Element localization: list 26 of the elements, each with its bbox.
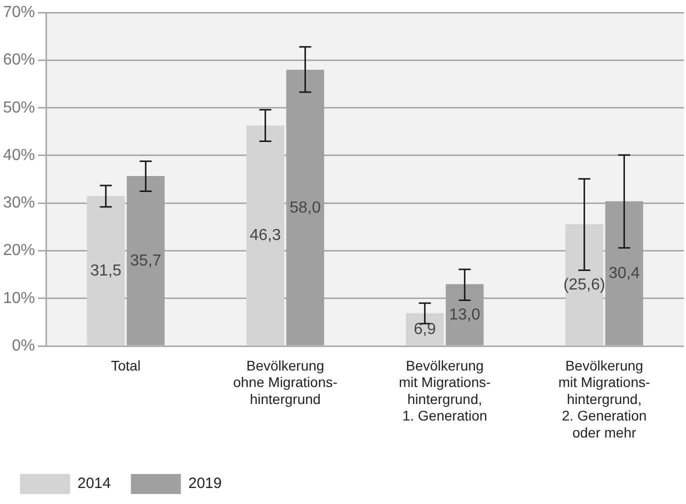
x-tick-label: Bevölkerung ohne Migrations- hintergrund (233, 357, 338, 407)
y-tick-label: 50% (2, 99, 36, 116)
data-label: 6,9 (414, 320, 436, 338)
y-tick-label: 20% (2, 242, 36, 260)
legend-label: 2019 (188, 475, 222, 492)
x-tick-label: Bevölkerung mit Migrations- hintergrund, 2. Generation oder mehr (558, 357, 650, 440)
bar (406, 313, 444, 346)
bar (565, 224, 604, 346)
data-label: 35,7 (130, 252, 162, 270)
data-label: 13,0 (449, 306, 480, 324)
bar (86, 196, 125, 346)
x-tick-label: Bevölkerung mit Migrations- hintergrund, 1. Generation (398, 357, 491, 424)
data-label: (25,6) (563, 276, 606, 294)
x-tick-label: Total (110, 357, 141, 374)
y-tick-label: 60% (2, 52, 36, 69)
data-label: 58,0 (290, 199, 321, 216)
y-tick-label: 30% (2, 194, 36, 212)
y-tick-label: 10% (2, 290, 36, 307)
y-tick-label: 0% (12, 337, 36, 354)
legend-label: 2014 (78, 475, 111, 492)
y-tick-label: 70% (2, 4, 36, 22)
data-label: 31,5 (90, 262, 122, 280)
y-tick-label: 40% (2, 146, 36, 164)
data-label: 46,3 (250, 227, 281, 244)
bar (246, 125, 284, 346)
data-label: 30,4 (608, 265, 640, 282)
